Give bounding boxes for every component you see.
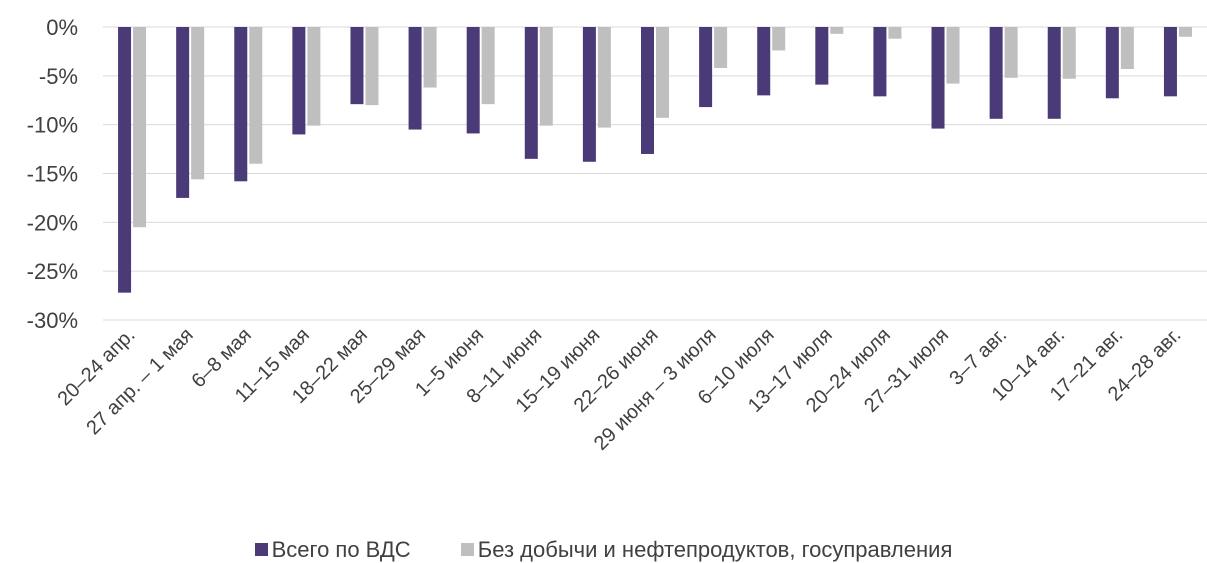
bar-excl [1004,27,1018,78]
bar-excl [307,27,321,126]
bar-total [641,27,654,154]
bar-excl [946,27,960,84]
gridlines [103,26,1207,321]
bars [118,27,1192,293]
y-tick-label: 0% [46,15,78,40]
y-tick-label: -25% [27,259,78,284]
bar-total [1105,27,1119,99]
bar-excl [888,27,902,39]
bar-total [582,27,596,162]
bar-total [524,27,538,159]
x-tick-label: 27 апр. – 1 мая [82,324,197,439]
bar-total [989,27,1003,119]
legend-item-total: Всего по ВДС [254,536,411,563]
bar-total [757,27,771,96]
y-tick-label: -30% [27,308,78,333]
bar-excl [1062,27,1076,79]
legend: Всего по ВДС Без добычи и нефтепродуктов… [0,536,1207,563]
y-tick-label: -10% [27,113,78,138]
bar-excl [191,27,205,180]
bar-excl [249,27,263,164]
bar-total [873,27,887,97]
bar-total [408,27,422,130]
legend-label-excl: Без добычи и нефтепродуктов, госуправлен… [477,536,953,562]
bar-total [1047,27,1061,119]
bar-excl [1120,27,1134,69]
legend-swatch-total [254,543,268,556]
y-tick-label: -20% [27,210,78,235]
bar-total [931,27,945,129]
bar-total [1163,27,1177,97]
bar-total [176,27,190,198]
legend-swatch-excl [460,543,474,556]
bar-excl [656,27,669,118]
bar-excl [714,27,728,69]
bar-excl [830,27,844,34]
y-tick-label: -15% [27,162,78,187]
bar-total [466,27,480,134]
bar-total [350,27,364,105]
bar-excl [1178,27,1192,37]
bar-total [292,27,306,135]
bar-excl [365,27,379,106]
legend-label-total: Всего по ВДС [271,536,411,562]
bar-excl [539,27,553,126]
bar-excl [423,27,437,88]
bar-excl [133,27,147,228]
legend-item-excl: Без добычи и нефтепродуктов, госуправлен… [460,536,953,563]
bar-total [699,27,713,108]
bar-total [234,27,248,182]
bar-total [118,27,132,293]
y-tick-label: -5% [39,64,78,89]
bar-excl [481,27,495,105]
bar-excl [772,27,786,51]
bar-total [815,27,829,85]
y-axis: 0% -5% -10% -15% -20% -25% -30% [27,15,78,333]
bar-excl [597,27,611,128]
